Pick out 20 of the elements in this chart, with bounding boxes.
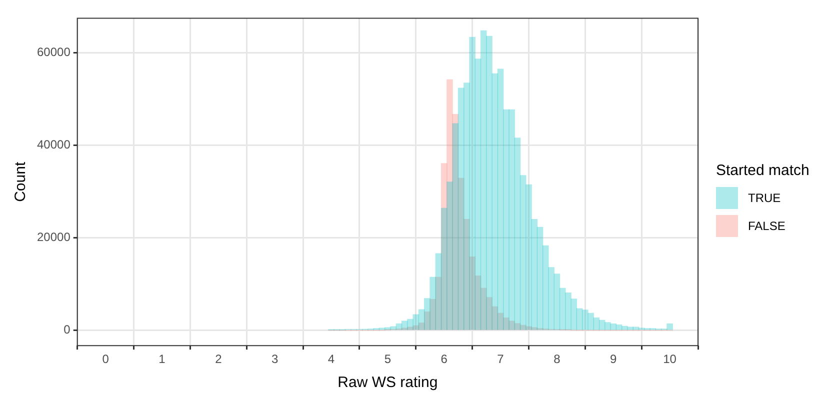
y-tick-label: 60000: [36, 45, 71, 60]
y-tick-label: 20000: [36, 230, 71, 244]
y-axis-title: Count: [12, 161, 30, 202]
y-tick-label: 0: [64, 322, 71, 337]
x-tick-label: 10: [663, 352, 677, 366]
x-tick-label: 9: [610, 352, 618, 366]
legend-title: Started match: [716, 162, 810, 178]
x-tick-label: 5: [384, 352, 392, 366]
x-tick-label: 7: [497, 352, 504, 366]
x-tick-label: 1: [158, 352, 166, 366]
x-tick-label: 0: [102, 352, 110, 366]
x-axis-title: Raw WS rating: [338, 374, 438, 392]
legend-label: TRUE: [748, 190, 781, 204]
legend-label: FALSE: [748, 218, 786, 232]
x-tick-label: 4: [328, 352, 335, 366]
x-tick-label: 8: [554, 352, 561, 366]
y-tick-label: 40000: [36, 138, 71, 152]
x-tick-label: 6: [440, 352, 448, 366]
x-tick-label: 3: [272, 352, 278, 366]
x-tick-label: 2: [215, 352, 222, 366]
